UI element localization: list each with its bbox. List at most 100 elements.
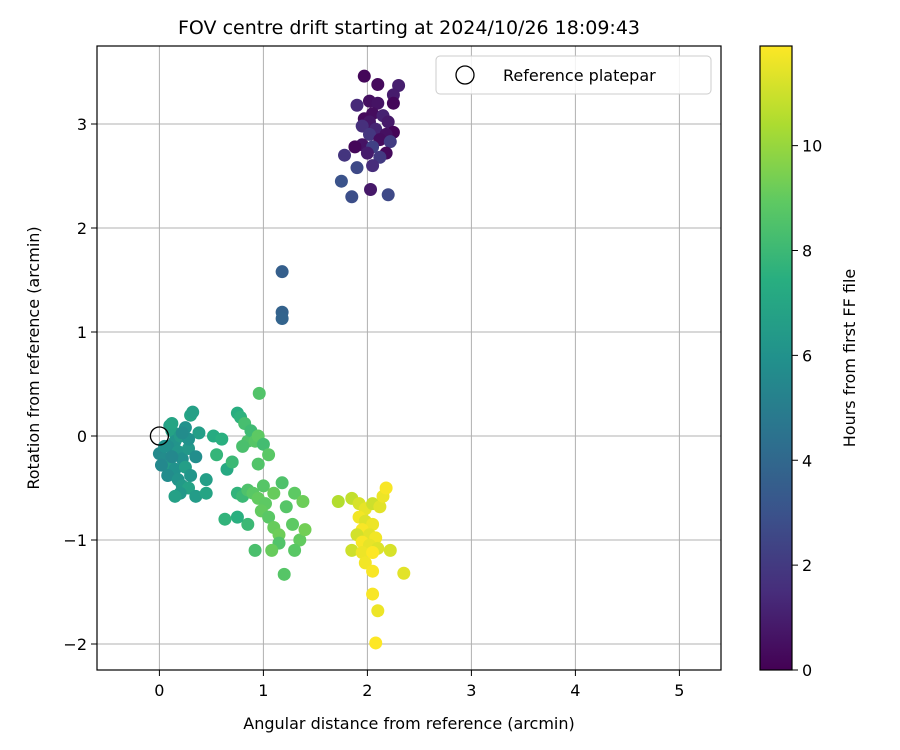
data-point	[210, 448, 224, 462]
data-point	[288, 486, 302, 500]
data-point	[262, 510, 276, 524]
data-point	[350, 98, 364, 112]
colorbar-gradient	[759, 45, 793, 671]
x-tick-label: 1	[258, 681, 268, 700]
data-point	[225, 455, 239, 469]
data-point	[215, 432, 229, 446]
y-tick-label: −2	[63, 635, 87, 654]
data-point	[199, 486, 213, 500]
data-point	[236, 439, 250, 453]
colorbar-tick-label: 6	[802, 346, 812, 365]
y-tick-label: −1	[63, 531, 87, 550]
scatter-points	[149, 69, 411, 650]
data-point	[350, 161, 364, 175]
legend-marker	[455, 65, 475, 85]
y-tick-label: 0	[77, 427, 87, 446]
data-point	[373, 500, 387, 514]
data-point	[366, 587, 380, 601]
data-point	[371, 77, 385, 91]
x-tick-label: 5	[674, 681, 684, 700]
data-point	[256, 437, 270, 451]
chart-title: FOV centre drift starting at 2024/10/26 …	[178, 17, 640, 39]
data-point	[265, 543, 279, 557]
data-point	[267, 486, 281, 500]
data-point	[345, 190, 359, 204]
data-point	[298, 523, 312, 537]
x-tick-label: 2	[362, 681, 372, 700]
data-point	[256, 479, 270, 493]
data-point	[293, 533, 307, 547]
y-tick-label: 3	[77, 115, 87, 134]
data-point	[296, 495, 310, 509]
data-point	[277, 567, 291, 581]
data-point	[355, 545, 369, 559]
y-axis-label: Rotation from reference (arcmin)	[24, 226, 43, 489]
data-point	[345, 543, 359, 557]
data-point	[154, 458, 168, 472]
data-point	[189, 489, 203, 503]
y-tick-label: 2	[77, 219, 87, 238]
data-point	[360, 146, 374, 160]
colorbar-tick-label: 4	[802, 451, 812, 470]
data-point	[168, 489, 182, 503]
data-point	[189, 450, 203, 464]
data-point	[184, 469, 198, 483]
data-point	[165, 417, 179, 431]
data-point	[275, 476, 289, 490]
data-point	[251, 457, 265, 471]
data-point	[252, 386, 266, 400]
data-point	[381, 188, 395, 202]
y-ticks: −2 −1 0 1 2 3	[63, 115, 97, 654]
colorbar-label: Hours from first FF file	[840, 269, 859, 448]
data-point	[383, 543, 397, 557]
colorbar: 0 2 4 6 8 10 Hours from first FF file	[759, 45, 859, 680]
legend: Reference platepar	[435, 55, 712, 95]
data-point	[175, 426, 189, 440]
x-tick-label: 4	[570, 681, 580, 700]
data-point	[379, 481, 393, 495]
colorbar-tick-label: 10	[802, 137, 822, 156]
data-point	[386, 96, 400, 110]
colorbar-tick-label: 8	[802, 242, 812, 261]
data-point	[230, 510, 244, 524]
data-point	[331, 495, 345, 509]
data-point	[362, 127, 376, 141]
colorbar-ticks: 0 2 4 6 8 10	[792, 137, 822, 680]
data-point	[158, 439, 172, 453]
data-point	[262, 448, 276, 462]
legend-entry: Reference platepar	[503, 66, 656, 85]
data-point	[364, 183, 378, 197]
data-point	[366, 517, 380, 531]
data-point	[286, 517, 300, 531]
data-point	[357, 69, 371, 83]
data-point	[371, 96, 385, 110]
data-point	[241, 517, 255, 531]
data-point	[288, 543, 302, 557]
plot-frame	[96, 45, 722, 671]
data-point	[383, 135, 397, 149]
data-point	[199, 473, 213, 487]
x-axis-label: Angular distance from reference (arcmin)	[243, 714, 574, 733]
data-point	[218, 512, 232, 526]
colorbar-tick-label: 2	[802, 556, 812, 575]
data-point	[275, 265, 289, 279]
data-point	[192, 426, 206, 440]
x-tick-label: 0	[154, 681, 164, 700]
data-point	[186, 405, 200, 419]
data-point	[348, 140, 362, 154]
data-point	[248, 543, 262, 557]
x-ticks: 0 1 2 3 4 5	[154, 670, 684, 700]
data-point	[366, 564, 380, 578]
data-point	[165, 450, 179, 464]
data-point	[381, 115, 395, 129]
data-point	[275, 311, 289, 325]
data-point	[366, 159, 380, 173]
x-tick-label: 3	[466, 681, 476, 700]
data-point	[366, 545, 380, 559]
data-point	[371, 604, 385, 618]
y-tick-label: 1	[77, 323, 87, 342]
data-point	[338, 148, 352, 162]
data-point	[161, 469, 175, 483]
colorbar-tick-label: 0	[802, 661, 812, 680]
